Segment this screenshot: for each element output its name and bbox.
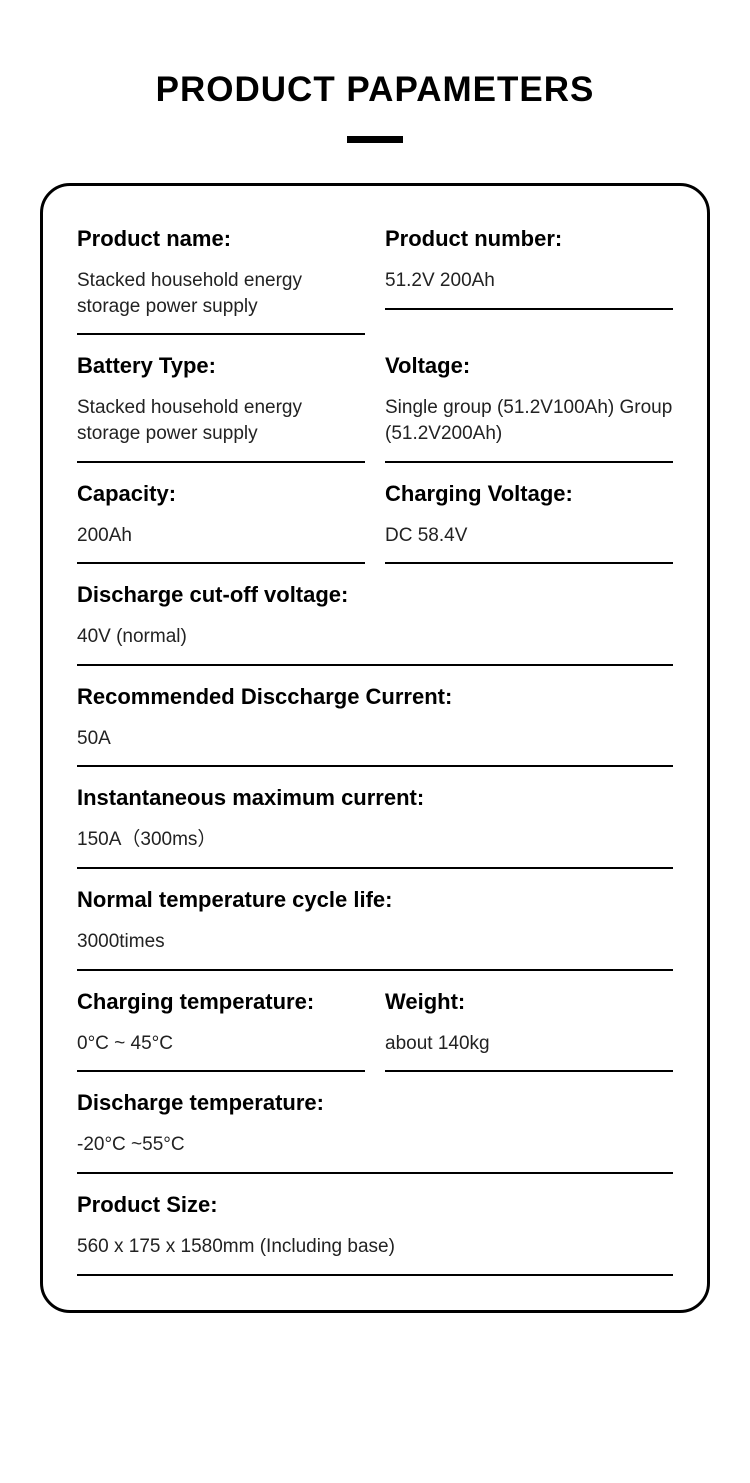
- spec-cell-capacity: Capacity: 200Ah: [77, 463, 365, 565]
- spec-value: 3000times: [77, 929, 673, 971]
- spec-cell-product-number: Product number: 51.2V 200Ah: [385, 226, 673, 335]
- spec-row: Battery Type: Stacked household energy s…: [77, 335, 673, 462]
- spec-row: Instantaneous maximum current: 150A（300m…: [77, 767, 673, 869]
- spec-cell-weight: Weight: about 140kg: [385, 971, 673, 1073]
- spec-value: Stacked household energy storage power s…: [77, 268, 365, 335]
- spec-label: Weight:: [385, 989, 673, 1015]
- spec-value: 51.2V 200Ah: [385, 268, 673, 310]
- spec-cell-voltage: Voltage: Single group (51.2V100Ah) Group…: [385, 335, 673, 462]
- spec-box: Product name: Stacked household energy s…: [40, 183, 710, 1313]
- spec-cell-battery-type: Battery Type: Stacked household energy s…: [77, 335, 365, 462]
- spec-label: Charging Voltage:: [385, 481, 673, 507]
- spec-value: about 140kg: [385, 1031, 673, 1073]
- spec-row: Discharge temperature: -20°C ~55°C: [77, 1072, 673, 1174]
- spec-value: 200Ah: [77, 523, 365, 565]
- spec-row: Discharge cut-off voltage: 40V (normal): [77, 564, 673, 666]
- spec-row: Product name: Stacked household energy s…: [77, 226, 673, 335]
- spec-cell-charging-voltage: Charging Voltage: DC 58.4V: [385, 463, 673, 565]
- spec-value: 0°C ~ 45°C: [77, 1031, 365, 1073]
- spec-label: Product name:: [77, 226, 365, 252]
- spec-value: DC 58.4V: [385, 523, 673, 565]
- spec-label: Product Size:: [77, 1192, 673, 1218]
- spec-cell-charging-temp: Charging temperature: 0°C ~ 45°C: [77, 971, 365, 1073]
- title-underline: [347, 136, 403, 143]
- spec-value: 50A: [77, 726, 673, 768]
- spec-cell-cycle-life: Normal temperature cycle life: 3000times: [77, 869, 673, 971]
- spec-label: Product number:: [385, 226, 673, 252]
- spec-value: Single group (51.2V100Ah) Group (51.2V20…: [385, 395, 673, 462]
- spec-row: Recommended Disccharge Current: 50A: [77, 666, 673, 768]
- spec-label: Charging temperature:: [77, 989, 365, 1015]
- spec-value: 560 x 175 x 1580mm (Including base): [77, 1234, 673, 1276]
- spec-value: 40V (normal): [77, 624, 673, 666]
- spec-label: Battery Type:: [77, 353, 365, 379]
- spec-cell-product-size: Product Size: 560 x 175 x 1580mm (Includ…: [77, 1174, 673, 1276]
- spec-value: Stacked household energy storage power s…: [77, 395, 365, 462]
- page-title: PRODUCT PAPAMETERS: [0, 70, 750, 110]
- spec-cell-discharge-cutoff: Discharge cut-off voltage: 40V (normal): [77, 564, 673, 666]
- spec-label: Voltage:: [385, 353, 673, 379]
- spec-label: Recommended Disccharge Current:: [77, 684, 673, 710]
- spec-label: Discharge temperature:: [77, 1090, 673, 1116]
- spec-cell-inst-max-current: Instantaneous maximum current: 150A（300m…: [77, 767, 673, 869]
- spec-cell-discharge-temp: Discharge temperature: -20°C ~55°C: [77, 1072, 673, 1174]
- spec-label: Capacity:: [77, 481, 365, 507]
- spec-label: Discharge cut-off voltage:: [77, 582, 673, 608]
- spec-label: Normal temperature cycle life:: [77, 887, 673, 913]
- spec-row: Charging temperature: 0°C ~ 45°C Weight:…: [77, 971, 673, 1073]
- spec-value: -20°C ~55°C: [77, 1132, 673, 1174]
- spec-cell-rec-discharge-current: Recommended Disccharge Current: 50A: [77, 666, 673, 768]
- spec-row: Normal temperature cycle life: 3000times: [77, 869, 673, 971]
- spec-label: Instantaneous maximum current:: [77, 785, 673, 811]
- spec-row: Capacity: 200Ah Charging Voltage: DC 58.…: [77, 463, 673, 565]
- spec-cell-product-name: Product name: Stacked household energy s…: [77, 226, 365, 335]
- spec-row: Product Size: 560 x 175 x 1580mm (Includ…: [77, 1174, 673, 1276]
- spec-value: 150A（300ms）: [77, 827, 673, 869]
